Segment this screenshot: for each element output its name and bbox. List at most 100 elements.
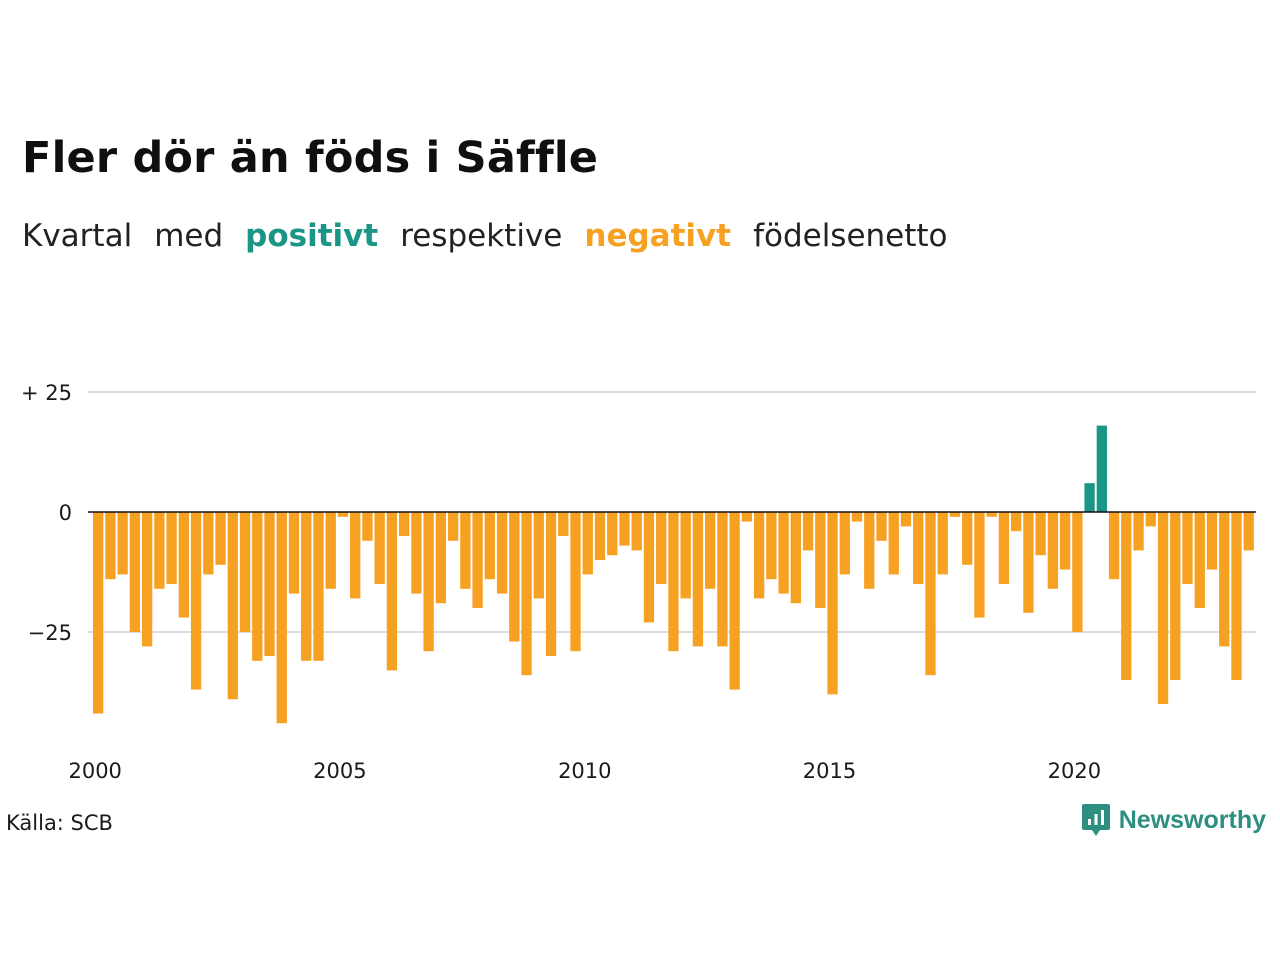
bar-66 xyxy=(900,512,912,527)
bar-69 xyxy=(937,512,948,575)
bar-63 xyxy=(864,512,875,589)
bar-76 xyxy=(1023,512,1034,613)
bar-36 xyxy=(533,512,544,599)
bar-26 xyxy=(411,512,422,594)
bar-49 xyxy=(692,512,704,647)
bar-79 xyxy=(1059,512,1071,570)
bar-71 xyxy=(962,512,973,565)
bar-89 xyxy=(1182,512,1193,584)
subtitle-positive-label: positivt xyxy=(245,218,379,254)
bar-80 xyxy=(1072,512,1083,632)
bar-9 xyxy=(203,512,214,575)
axis-layer: + 25 0 −25 2000 2005 2010 2015 2020 xyxy=(21,381,1256,783)
x-tick-label: 2010 xyxy=(558,759,611,783)
bar-13 xyxy=(252,512,263,661)
bar-17 xyxy=(301,512,312,661)
bar-32 xyxy=(484,512,495,580)
bar-35 xyxy=(521,512,532,676)
bar-72 xyxy=(974,512,985,618)
bar-38 xyxy=(558,512,569,536)
bar-6 xyxy=(166,512,177,584)
bar-55 xyxy=(766,512,777,580)
bar-39 xyxy=(570,512,581,652)
subtitle-negative-label: negativt xyxy=(584,218,732,254)
bar-5 xyxy=(154,512,165,589)
y-tick-label: −25 xyxy=(28,621,72,645)
bar-16 xyxy=(288,512,300,594)
bar-74 xyxy=(998,512,1010,584)
bar-52 xyxy=(729,512,740,690)
bar-18 xyxy=(313,512,324,661)
bar-37 xyxy=(545,512,557,656)
bar-60 xyxy=(827,512,838,695)
bar-70 xyxy=(949,512,961,517)
bar-40 xyxy=(582,512,593,575)
chart-title: Fler dör än föds i Säffle xyxy=(22,133,599,183)
bar-layer xyxy=(93,425,1254,724)
bar-88 xyxy=(1170,512,1181,680)
bar-48 xyxy=(680,512,691,599)
subtitle-word-fodelsenetto: födelsenetto xyxy=(753,218,948,254)
bar-12 xyxy=(239,512,251,632)
bar-54 xyxy=(753,512,765,599)
bar-24 xyxy=(386,512,398,671)
bar-86 xyxy=(1145,512,1156,527)
bar-94 xyxy=(1243,512,1254,551)
bar-50 xyxy=(705,512,716,589)
bar-47 xyxy=(668,512,679,652)
x-tick-label: 2015 xyxy=(803,759,856,783)
bar-7 xyxy=(178,512,189,618)
x-tick-label: 2020 xyxy=(1048,759,1101,783)
bar-0 xyxy=(93,512,104,714)
bar-27 xyxy=(423,512,434,652)
bar-59 xyxy=(815,512,826,608)
bar-25 xyxy=(399,512,410,536)
y-tick-label: + 25 xyxy=(21,381,72,405)
bar-3 xyxy=(129,512,141,632)
bar-91 xyxy=(1206,512,1218,570)
bar-58 xyxy=(802,512,814,551)
bar-34 xyxy=(509,512,520,642)
bar-57 xyxy=(790,512,801,604)
bar-68 xyxy=(925,512,936,676)
bar-2 xyxy=(117,512,128,575)
bar-62 xyxy=(851,512,863,522)
bar-78 xyxy=(1047,512,1059,589)
bar-4 xyxy=(141,512,153,647)
subtitle-word-respektive: respektive xyxy=(400,218,563,254)
bar-81 xyxy=(1084,483,1095,512)
bar-10 xyxy=(215,512,226,565)
bar-85 xyxy=(1133,512,1144,551)
bar-93 xyxy=(1231,512,1242,680)
bar-42 xyxy=(607,512,618,556)
bar-22 xyxy=(362,512,373,541)
bar-83 xyxy=(1108,512,1120,580)
bar-15 xyxy=(276,512,287,724)
bar-75 xyxy=(1011,512,1022,532)
bar-64 xyxy=(876,512,887,541)
bar-28 xyxy=(435,512,447,604)
bar-1 xyxy=(105,512,116,580)
bar-84 xyxy=(1121,512,1132,680)
bar-29 xyxy=(447,512,459,541)
source-note: Källa: SCB xyxy=(6,811,113,835)
chart-subtitle: Kvartal med positivt respektive negativt föde… xyxy=(22,218,970,254)
bar-44 xyxy=(631,512,642,551)
bar-90 xyxy=(1194,512,1205,608)
bar-14 xyxy=(264,512,275,656)
subtitle-word-kvartal: Kvartal xyxy=(22,218,133,254)
bar-77 xyxy=(1035,512,1046,556)
bar-41 xyxy=(594,512,606,560)
bar-82 xyxy=(1096,425,1107,512)
x-tick-label: 2005 xyxy=(313,759,366,783)
bar-21 xyxy=(350,512,361,599)
brand-logo: Newsworthy xyxy=(1081,802,1266,838)
newsworthy-logo-icon xyxy=(1081,804,1110,836)
bar-92 xyxy=(1219,512,1230,647)
bar-45 xyxy=(643,512,655,623)
bar-73 xyxy=(986,512,997,517)
bar-53 xyxy=(741,512,753,522)
bar-19 xyxy=(325,512,336,589)
bar-46 xyxy=(656,512,667,584)
